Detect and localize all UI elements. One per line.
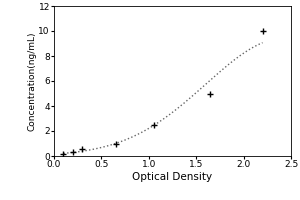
X-axis label: Optical Density: Optical Density [132,172,213,182]
Y-axis label: Concentration(ng/mL): Concentration(ng/mL) [28,31,37,131]
